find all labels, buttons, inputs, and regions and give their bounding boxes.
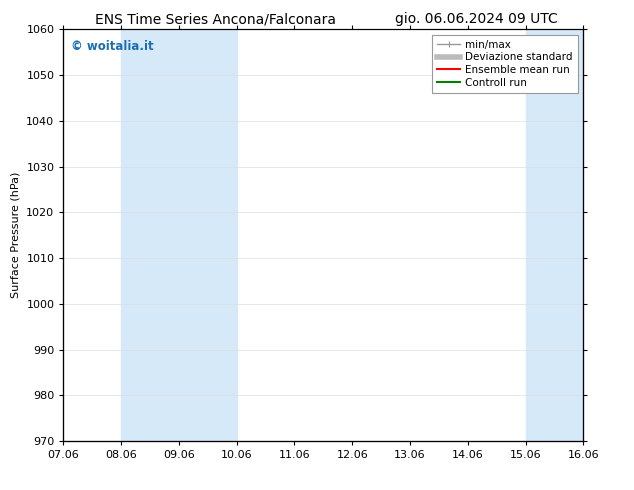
Bar: [121, 29, 236, 441]
Text: gio. 06.06.2024 09 UTC: gio. 06.06.2024 09 UTC: [395, 12, 558, 26]
Legend: min/max, Deviazione standard, Ensemble mean run, Controll run: min/max, Deviazione standard, Ensemble m…: [432, 35, 578, 93]
Y-axis label: Surface Pressure (hPa): Surface Pressure (hPa): [11, 172, 21, 298]
Bar: [526, 29, 583, 441]
Text: ENS Time Series Ancona/Falconara: ENS Time Series Ancona/Falconara: [95, 12, 336, 26]
Text: © woitalia.it: © woitalia.it: [71, 40, 154, 53]
